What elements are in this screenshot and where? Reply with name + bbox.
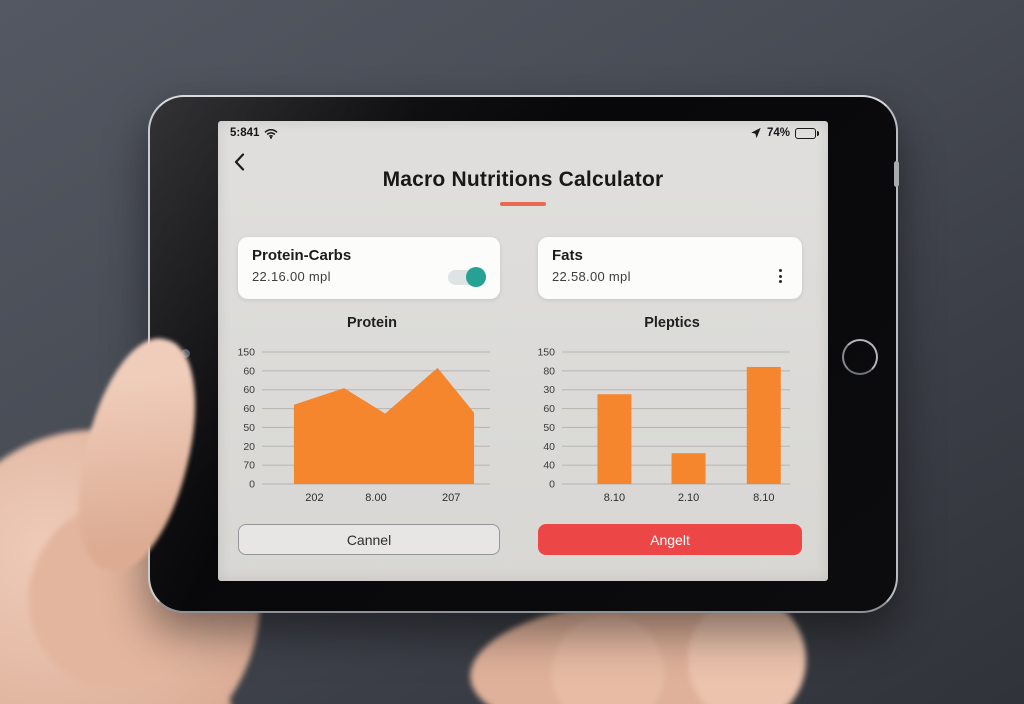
y-tick-label: 60 (543, 403, 555, 415)
card-value: 22.16.00 mpl (252, 269, 331, 284)
y-tick-label: 0 (549, 479, 555, 491)
bar-series (746, 366, 781, 484)
home-button (842, 339, 878, 375)
card-value: 22.58.00 mpl (552, 269, 631, 284)
y-tick-label: 30 (543, 384, 555, 396)
pleptics-chart: Pleptics 150 80 30 60 50 40 40 0 8.10 2.10 8.10 (530, 315, 814, 509)
area-series (293, 367, 475, 484)
x-tick-label: 2.10 (678, 492, 699, 504)
navigation-arrow-icon (751, 127, 761, 139)
toggle-knob (466, 267, 486, 287)
chart-title: Protein (347, 315, 397, 331)
protein-carbs-toggle[interactable] (448, 267, 486, 287)
x-tick-label: 8.10 (753, 492, 774, 504)
kebab-menu-icon[interactable] (777, 267, 784, 285)
y-tick-label: 60 (243, 384, 255, 396)
battery-icon (795, 127, 819, 139)
clock-text: 5:841 (230, 127, 260, 139)
chart-title: Pleptics (644, 315, 700, 331)
y-tick-label: 40 (543, 441, 555, 453)
y-tick-label: 60 (243, 403, 255, 415)
y-tick-label: 50 (543, 422, 555, 434)
volume-button (894, 161, 899, 187)
x-tick-label: 8.00 (365, 492, 386, 504)
status-left: 5:841 (230, 127, 278, 139)
y-tick-label: 80 (543, 365, 555, 377)
chevron-left-icon (234, 153, 245, 171)
battery-nub (816, 131, 819, 136)
y-tick-label: 20 (243, 441, 255, 453)
y-tick-label: 60 (243, 365, 255, 377)
wifi-icon (264, 128, 278, 139)
x-tick-label: 202 (305, 492, 323, 504)
pleptics-bar-chart: 150 80 30 60 50 40 40 0 8.10 2.10 8.10 (537, 347, 790, 504)
title-underline (500, 202, 546, 206)
tablet-device: 5:841 74% (148, 95, 899, 613)
cancel-button[interactable]: Cannel (238, 524, 500, 555)
page-title: Macro Nutritions Calculator (382, 168, 664, 191)
submit-button[interactable]: Angelt (538, 524, 802, 555)
fingertip (688, 596, 806, 704)
card-title: Fats (552, 247, 583, 264)
y-tick-label: 50 (243, 422, 255, 434)
y-tick-label: 0 (249, 479, 255, 491)
fats-card: Fats 22.58.00 mpl (538, 237, 802, 299)
front-camera (181, 349, 190, 358)
y-tick-label: 150 (537, 347, 555, 359)
status-bar: 5:841 74% (218, 124, 828, 142)
fingertip (552, 615, 664, 704)
x-tick-label: 207 (442, 492, 460, 504)
status-right: 74% (750, 127, 819, 139)
y-tick-label: 150 (237, 347, 255, 359)
app-screen: 5:841 74% (218, 121, 828, 581)
bar-series (671, 453, 706, 484)
card-title: Protein-Carbs (252, 247, 352, 264)
y-tick-label: 70 (243, 460, 255, 472)
protein-chart: Protein 150 60 60 60 50 20 70 0 202 8.00 207 (230, 315, 514, 509)
protein-area-chart: 150 60 60 60 50 20 70 0 202 8.00 207 (237, 347, 490, 504)
back-button[interactable] (234, 151, 256, 173)
x-tick-label: 8.10 (604, 492, 625, 504)
y-tick-label: 40 (543, 460, 555, 472)
battery-percent-text: 74% (766, 127, 790, 139)
bar-series (597, 394, 632, 484)
protein-carbs-card: Protein-Carbs 22.16.00 mpl (238, 237, 500, 299)
